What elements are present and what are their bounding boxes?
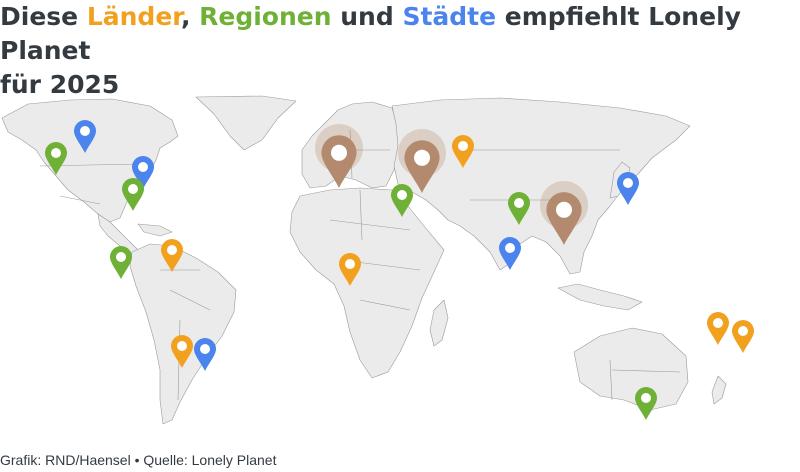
- map-pin-icon: [546, 192, 582, 245]
- map-pin-icon: [732, 320, 754, 353]
- markers-layer: [45, 120, 754, 420]
- map-pin-icon-hole: [116, 252, 126, 262]
- australia: [573, 327, 689, 411]
- map-pin-icon: [321, 135, 357, 188]
- map-pin-icon: [132, 156, 154, 189]
- map-pin-icon: [161, 239, 183, 272]
- map-pin-icon: [635, 387, 657, 420]
- map-pin-icon-body: [452, 135, 474, 168]
- madagascar: [429, 299, 449, 347]
- map-pin-icon-hole: [177, 341, 187, 351]
- map-pin-icon-hole: [556, 201, 572, 218]
- title-laender: Länder: [86, 2, 181, 31]
- map-pin-icon: [452, 135, 474, 168]
- indonesia: [557, 283, 643, 311]
- greenland: [195, 95, 297, 151]
- title-part: ,: [180, 2, 200, 31]
- map-pin-icon-hole: [331, 144, 347, 161]
- map-pin-icon-body: [122, 178, 144, 211]
- border-line: [59, 195, 101, 205]
- border-line: [329, 219, 411, 231]
- border-line: [169, 289, 211, 311]
- map-pin-icon-body: [339, 253, 361, 286]
- title-part: empfiehlt Lonely Planet: [0, 2, 741, 65]
- world-map: [1, 95, 754, 425]
- map-pin-icon-hole: [345, 259, 355, 269]
- title-part: und: [331, 2, 403, 31]
- map-pin-icon-body: [132, 156, 154, 189]
- map-pin-icon-body: [110, 246, 132, 279]
- map-pin-icon-hole: [128, 184, 138, 194]
- map-pin-icon-body: [707, 312, 729, 345]
- map-pin-icon-hole: [505, 243, 515, 253]
- map-pin-icon-hole: [51, 148, 61, 158]
- map-pin-icon-hole: [514, 198, 524, 208]
- map-pin-icon-body: [74, 120, 96, 153]
- map-pin-icon-hole: [167, 245, 177, 255]
- map-pin-icon: [45, 142, 67, 175]
- map-pin-icon-body: [635, 387, 657, 420]
- title-regionen: Regionen: [199, 2, 332, 31]
- map-pin-icon: [617, 172, 639, 205]
- map-pin-icon: [508, 192, 530, 225]
- map-pin-icon-body: [404, 140, 440, 193]
- africa: [289, 187, 445, 379]
- map-pin-icon-hole: [713, 318, 723, 328]
- border-line: [359, 299, 411, 311]
- map-pin-icon-body: [321, 135, 357, 188]
- landmass: [1, 95, 727, 425]
- map-pin-icon: [339, 253, 361, 286]
- border-line: [611, 369, 681, 373]
- map-pin-icon-hole: [397, 190, 407, 200]
- new-zealand: [711, 375, 727, 405]
- map-pin-icon: [404, 140, 440, 193]
- map-pin-icon-body: [508, 192, 530, 225]
- map-pin-icon-hole: [80, 126, 90, 136]
- map-pin-icon-body: [171, 335, 193, 368]
- map-pin-icon-body: [617, 172, 639, 205]
- map-pin-icon-hole: [738, 326, 748, 336]
- map-pin-icon-hole: [458, 141, 468, 151]
- map-pin-icon: [74, 120, 96, 153]
- map-pin-icon-body: [45, 142, 67, 175]
- map-pin-icon: [391, 184, 413, 217]
- title-line2: für 2025: [0, 70, 120, 99]
- border-line: [359, 189, 363, 241]
- map-pin-icon-body: [546, 192, 582, 245]
- title-part: Diese: [0, 2, 87, 31]
- map-pin-icon: [707, 312, 729, 345]
- map-pin-icon: [194, 338, 216, 371]
- border-line: [609, 359, 613, 401]
- map-pin-icon-hole: [200, 344, 210, 354]
- map-pin-icon: [499, 237, 521, 270]
- map-pin-icon-body: [391, 184, 413, 217]
- map-pin-icon-body: [499, 237, 521, 270]
- caribbean: [137, 223, 173, 237]
- map-pin-icon-body: [194, 338, 216, 371]
- map-pin-icon-body: [732, 320, 754, 353]
- source-caption: Grafik: RND/Haensel • Quelle: Lonely Pla…: [0, 452, 277, 468]
- title-staedte: Städte: [402, 2, 497, 31]
- map-pin-icon: [110, 246, 132, 279]
- south-america: [129, 243, 237, 425]
- map-pin-icon: [171, 335, 193, 368]
- map-pin-icon-body: [161, 239, 183, 272]
- map-pin-icon-hole: [641, 393, 651, 403]
- map-pin-icon-hole: [623, 178, 633, 188]
- map-pin-icon-hole: [138, 162, 148, 172]
- map-pin-icon: [122, 178, 144, 211]
- page-title: Diese Länder, Regionen und Städte empfie…: [0, 0, 790, 102]
- map-pin-icon-hole: [414, 149, 430, 166]
